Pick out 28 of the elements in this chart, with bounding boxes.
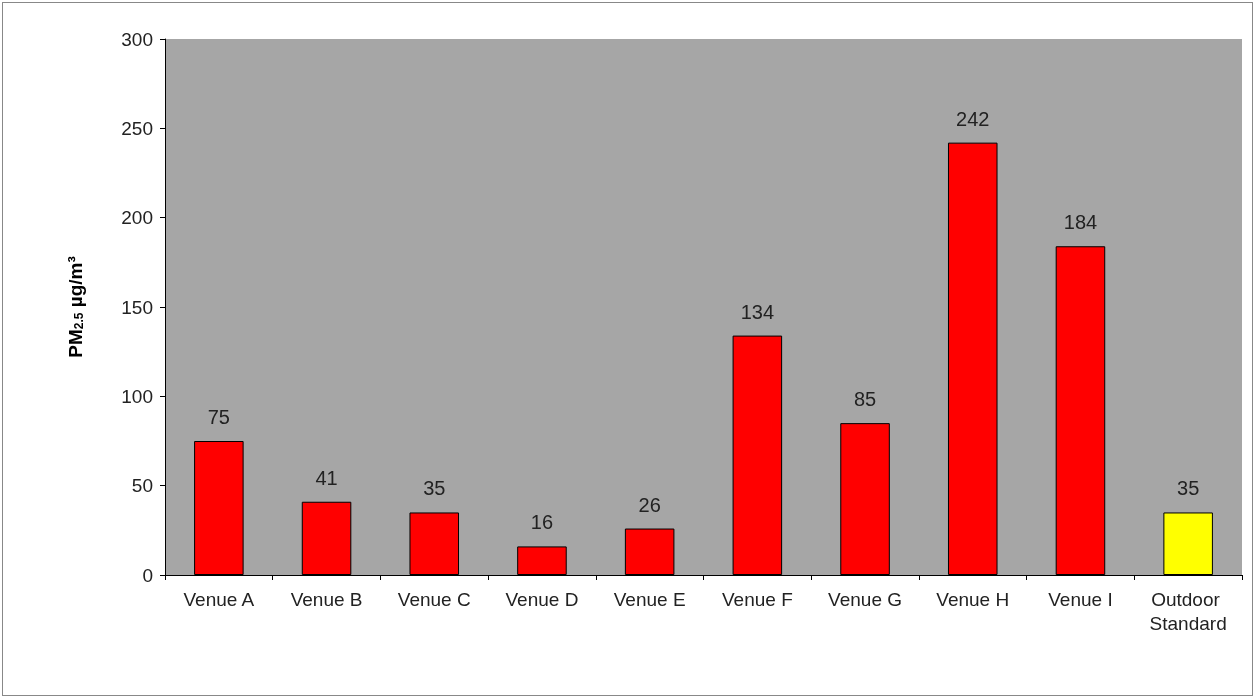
x-tick-label: Venue I [1048,588,1113,610]
x-tick-label: Outdoor Standard [1149,588,1227,634]
y-tick-label: 250 [121,117,153,139]
y-tick-label: 0 [142,564,153,586]
y-tick-label: 50 [131,475,153,497]
data-label: 35 [1177,477,1200,500]
y-axis-title: PM2.5 µg/m³ [64,256,86,358]
data-label: 35 [423,477,446,500]
data-label: 26 [638,493,661,516]
data-label: 41 [315,466,338,489]
x-tick-label: Venue B [290,588,363,610]
data-label: 184 [1063,211,1098,234]
x-tick-label: Venue E [613,588,686,610]
y-tick-label: 150 [121,296,153,318]
data-label: 75 [207,406,230,428]
data-label: 85 [853,388,877,411]
y-tick-label: 100 [121,385,153,407]
data-label: 16 [530,511,554,534]
x-tick-label: Venue F [721,588,793,610]
x-tick-label: Venue G [828,588,903,610]
y-tick-label: 200 [121,207,153,229]
x-tick-label: Venue A [183,588,255,610]
x-tick-label: Venue D [505,588,579,610]
x-tick-label: Venue C [397,588,471,610]
data-label: 242 [956,107,990,130]
data-label: 134 [740,300,775,323]
x-tick-label: Venue H [936,588,1010,610]
y-tick-label: 300 [121,28,153,50]
